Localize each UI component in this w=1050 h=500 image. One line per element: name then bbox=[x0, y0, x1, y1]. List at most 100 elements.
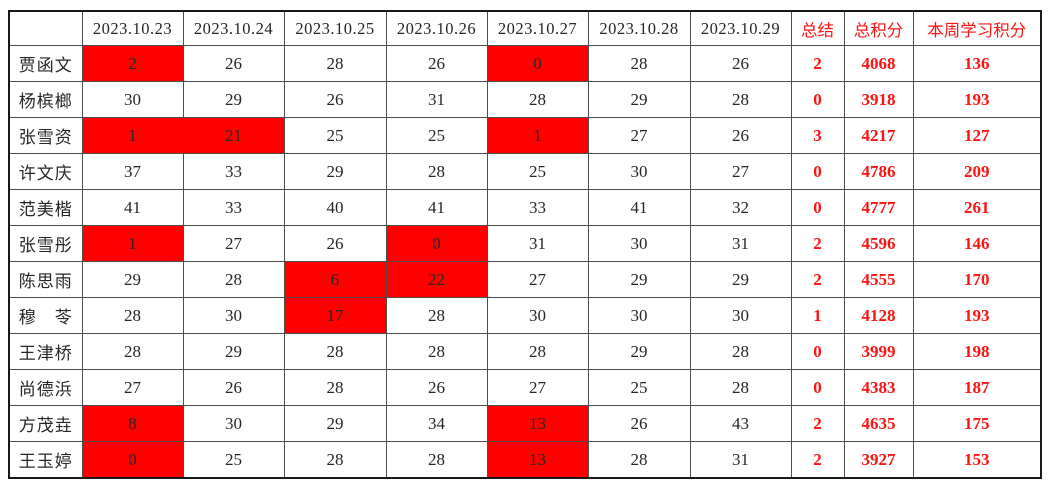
day-score-cell: 28 bbox=[283, 369, 387, 406]
day-score-cell: 1 bbox=[81, 225, 184, 262]
day-score-cell: 26 bbox=[283, 225, 387, 262]
week-study-points-cell: 187 bbox=[912, 369, 1042, 406]
table-row: 许文庆 37 33 29 28 25 30 27 0 4786 209 bbox=[8, 153, 1042, 190]
day-score-cell: 25 bbox=[385, 117, 488, 154]
day-score-cell: 28 bbox=[283, 45, 387, 82]
day-score-cell: 2 bbox=[81, 45, 184, 82]
total-points-cell: 3999 bbox=[843, 333, 914, 370]
week-study-points-cell: 153 bbox=[912, 441, 1042, 479]
day-score-cell: 27 bbox=[587, 117, 691, 154]
week-study-points-cell: 209 bbox=[912, 153, 1042, 190]
day-score-cell: 26 bbox=[385, 369, 488, 406]
day-score-cell: 26 bbox=[182, 45, 285, 82]
table-row: 杨槟榔 30 29 26 31 28 29 28 0 3918 193 bbox=[8, 81, 1042, 118]
total-points-cell: 4786 bbox=[843, 153, 914, 190]
day-score-cell: 22 bbox=[385, 261, 488, 298]
summary-cell: 0 bbox=[790, 369, 845, 406]
header-row: 2023.10.23 2023.10.24 2023.10.25 2023.10.26… bbox=[8, 10, 1042, 46]
day-score-cell: 37 bbox=[81, 153, 184, 190]
day-score-cell: 13 bbox=[486, 441, 589, 479]
summary-cell: 2 bbox=[790, 261, 845, 298]
day-score-cell: 30 bbox=[182, 297, 285, 334]
student-name-cell: 陈思雨 bbox=[8, 261, 83, 298]
day-score-cell: 33 bbox=[182, 189, 285, 226]
day-score-cell: 0 bbox=[81, 441, 184, 479]
student-name-cell: 张雪彤 bbox=[8, 225, 83, 262]
week-study-points-cell: 261 bbox=[912, 189, 1042, 226]
day-score-cell: 34 bbox=[385, 405, 488, 442]
week-study-points-cell: 170 bbox=[912, 261, 1042, 298]
day-score-cell: 29 bbox=[587, 81, 691, 118]
day-score-cell: 21 bbox=[182, 117, 285, 154]
day-score-cell: 30 bbox=[587, 153, 691, 190]
week-study-points-cell: 127 bbox=[912, 117, 1042, 154]
day-score-cell: 17 bbox=[283, 297, 387, 334]
day-score-cell: 28 bbox=[385, 153, 488, 190]
day-score-cell: 28 bbox=[182, 261, 285, 298]
table-row: 方茂垚 8 30 29 34 13 26 43 2 4635 175 bbox=[8, 405, 1042, 442]
student-name-cell: 方茂垚 bbox=[8, 405, 83, 442]
column-header: 2023.10.24 bbox=[182, 10, 285, 46]
day-score-cell: 28 bbox=[689, 81, 792, 118]
summary-cell: 0 bbox=[790, 153, 845, 190]
corner-cell bbox=[8, 10, 83, 46]
day-score-cell: 28 bbox=[81, 297, 184, 334]
day-score-cell: 28 bbox=[486, 81, 589, 118]
day-score-cell: 28 bbox=[385, 441, 488, 479]
day-score-cell: 30 bbox=[587, 225, 691, 262]
week-study-points-cell: 175 bbox=[912, 405, 1042, 442]
total-points-cell: 4217 bbox=[843, 117, 914, 154]
day-score-cell: 26 bbox=[587, 405, 691, 442]
day-score-cell: 29 bbox=[182, 81, 285, 118]
day-score-cell: 25 bbox=[283, 117, 387, 154]
day-score-cell: 29 bbox=[81, 261, 184, 298]
week-study-points-cell: 136 bbox=[912, 45, 1042, 82]
day-score-cell: 29 bbox=[283, 405, 387, 442]
day-score-cell: 28 bbox=[587, 45, 691, 82]
day-score-cell: 1 bbox=[81, 117, 184, 154]
week-study-points-cell: 193 bbox=[912, 297, 1042, 334]
summary-cell: 2 bbox=[790, 225, 845, 262]
day-score-cell: 30 bbox=[182, 405, 285, 442]
summary-cell: 0 bbox=[790, 333, 845, 370]
day-score-cell: 30 bbox=[486, 297, 589, 334]
student-name-cell: 张雪资 bbox=[8, 117, 83, 154]
day-score-cell: 6 bbox=[283, 261, 387, 298]
table-row: 陈思雨 29 28 6 22 27 29 29 2 4555 170 bbox=[8, 261, 1042, 298]
day-score-cell: 28 bbox=[486, 333, 589, 370]
day-score-cell: 29 bbox=[587, 261, 691, 298]
day-score-cell: 27 bbox=[182, 225, 285, 262]
table-row: 王津桥 28 29 28 28 28 29 28 0 3999 198 bbox=[8, 333, 1042, 370]
total-points-cell: 3918 bbox=[843, 81, 914, 118]
day-score-cell: 1 bbox=[486, 117, 589, 154]
table-row: 张雪彤 1 27 26 0 31 30 31 2 4596 146 bbox=[8, 225, 1042, 262]
column-header: 2023.10.27 bbox=[486, 10, 589, 46]
day-score-cell: 8 bbox=[81, 405, 184, 442]
day-score-cell: 28 bbox=[587, 441, 691, 479]
day-score-cell: 29 bbox=[283, 153, 387, 190]
student-name-cell: 范美楷 bbox=[8, 189, 83, 226]
day-score-cell: 30 bbox=[689, 297, 792, 334]
student-name-cell: 杨槟榔 bbox=[8, 81, 83, 118]
day-score-cell: 25 bbox=[587, 369, 691, 406]
table-row: 贾函文 2 26 28 26 0 28 26 2 4068 136 bbox=[8, 45, 1042, 82]
day-score-cell: 28 bbox=[689, 333, 792, 370]
student-name-cell: 穆 苓 bbox=[8, 297, 83, 334]
day-score-cell: 26 bbox=[283, 81, 387, 118]
day-score-cell: 31 bbox=[689, 441, 792, 479]
day-score-cell: 27 bbox=[689, 153, 792, 190]
table-body: 贾函文 2 26 28 26 0 28 26 2 4068 136 杨槟榔 30 29 26 31 28 29 28… bbox=[8, 45, 1042, 479]
day-score-cell: 26 bbox=[689, 45, 792, 82]
total-points-cell: 4635 bbox=[843, 405, 914, 442]
day-score-cell: 28 bbox=[81, 333, 184, 370]
column-header: 2023.10.23 bbox=[81, 10, 184, 46]
table-row: 穆 苓 28 30 17 28 30 30 30 1 4128 193 bbox=[8, 297, 1042, 334]
day-score-cell: 29 bbox=[689, 261, 792, 298]
day-score-cell: 26 bbox=[182, 369, 285, 406]
column-header: 本周学习积分 bbox=[912, 10, 1042, 46]
day-score-cell: 30 bbox=[81, 81, 184, 118]
week-study-points-cell: 146 bbox=[912, 225, 1042, 262]
day-score-cell: 27 bbox=[486, 369, 589, 406]
day-score-cell: 31 bbox=[689, 225, 792, 262]
total-points-cell: 4596 bbox=[843, 225, 914, 262]
